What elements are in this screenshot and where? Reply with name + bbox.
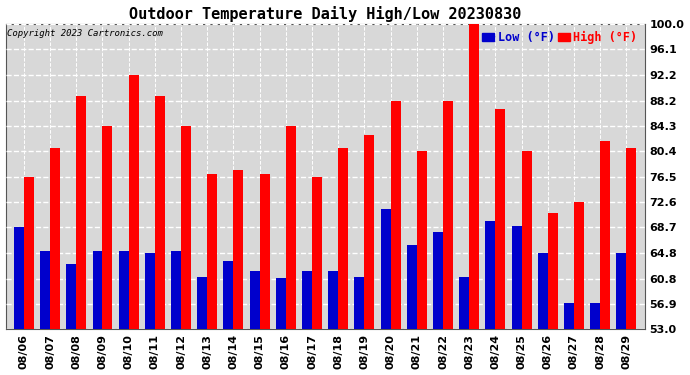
Bar <box>171 252 181 330</box>
Bar <box>92 252 103 330</box>
Bar <box>616 253 627 330</box>
Bar <box>522 152 531 330</box>
Bar <box>433 232 443 330</box>
Bar <box>469 24 479 330</box>
Bar <box>66 264 77 330</box>
Bar <box>486 221 495 330</box>
Bar <box>250 271 259 330</box>
Bar <box>564 303 574 330</box>
Bar <box>103 126 112 330</box>
Legend: Low (°F), High (°F): Low (°F), High (°F) <box>481 30 639 45</box>
Bar <box>302 271 312 330</box>
Bar <box>627 147 636 330</box>
Bar <box>197 278 207 330</box>
Bar <box>224 261 233 330</box>
Text: Copyright 2023 Cartronics.com: Copyright 2023 Cartronics.com <box>7 29 163 38</box>
Bar <box>155 96 165 330</box>
Bar <box>495 109 505 330</box>
Bar <box>276 278 286 330</box>
Bar <box>14 228 24 330</box>
Bar <box>364 135 375 330</box>
Bar <box>259 174 270 330</box>
Bar <box>233 170 244 330</box>
Bar <box>328 271 338 330</box>
Bar <box>600 141 610 330</box>
Bar <box>391 101 401 330</box>
Bar <box>40 252 50 330</box>
Bar <box>145 253 155 330</box>
Bar <box>548 213 558 330</box>
Bar <box>119 252 128 330</box>
Bar <box>460 278 469 330</box>
Bar <box>381 209 391 330</box>
Bar <box>312 177 322 330</box>
Bar <box>512 225 522 330</box>
Bar <box>128 75 139 330</box>
Bar <box>590 303 600 330</box>
Bar <box>24 177 34 330</box>
Bar <box>181 126 191 330</box>
Title: Outdoor Temperature Daily High/Low 20230830: Outdoor Temperature Daily High/Low 20230… <box>129 6 522 21</box>
Bar <box>574 202 584 330</box>
Bar <box>207 174 217 330</box>
Bar <box>50 147 60 330</box>
Bar <box>538 253 548 330</box>
Bar <box>417 152 427 330</box>
Bar <box>338 147 348 330</box>
Bar <box>286 126 296 330</box>
Bar <box>443 101 453 330</box>
Bar <box>77 96 86 330</box>
Bar <box>407 245 417 330</box>
Bar <box>355 278 364 330</box>
